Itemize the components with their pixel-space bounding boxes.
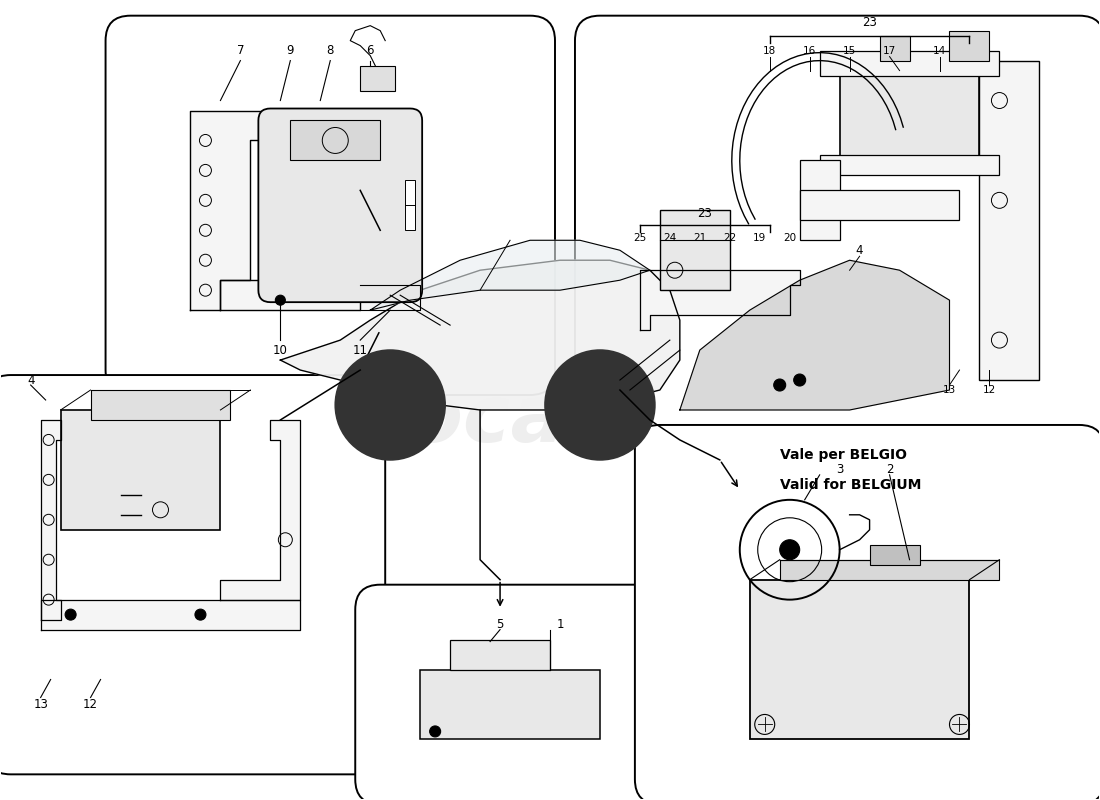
Text: eurocarparts: eurocarparts — [256, 381, 844, 459]
Text: 9: 9 — [287, 44, 294, 57]
Bar — [800, 190, 959, 220]
Bar — [839, 70, 979, 161]
Text: 23: 23 — [862, 16, 877, 29]
Bar — [800, 161, 839, 240]
FancyBboxPatch shape — [355, 585, 674, 800]
Polygon shape — [640, 270, 800, 330]
Text: a passion for parts since 1996: a passion for parts since 1996 — [415, 582, 745, 658]
Circle shape — [430, 726, 441, 737]
Text: 12: 12 — [84, 698, 98, 711]
Bar — [820, 155, 1000, 175]
Text: 14: 14 — [933, 46, 946, 56]
Text: 1: 1 — [557, 618, 563, 631]
Text: 2: 2 — [886, 463, 893, 476]
Text: 19: 19 — [754, 234, 767, 243]
Text: 25: 25 — [634, 234, 647, 243]
FancyBboxPatch shape — [635, 425, 1100, 800]
FancyBboxPatch shape — [0, 375, 385, 774]
Bar — [820, 50, 1000, 75]
Polygon shape — [220, 420, 300, 600]
Text: Valid for BELGIUM: Valid for BELGIUM — [780, 478, 921, 492]
Polygon shape — [371, 240, 650, 310]
Bar — [90, 390, 230, 420]
Bar — [450, 639, 550, 670]
Text: 4: 4 — [26, 374, 34, 386]
Circle shape — [780, 540, 800, 560]
Text: 4: 4 — [856, 244, 864, 257]
Text: 8: 8 — [327, 44, 334, 57]
Text: 17: 17 — [883, 46, 896, 56]
Text: 11: 11 — [353, 343, 367, 357]
Text: 15: 15 — [843, 46, 856, 56]
Bar — [979, 61, 1040, 380]
Text: 3: 3 — [836, 463, 844, 476]
Bar — [949, 30, 989, 61]
Bar — [290, 121, 381, 161]
Polygon shape — [220, 280, 360, 310]
Bar — [870, 545, 920, 565]
FancyBboxPatch shape — [575, 16, 1100, 445]
Circle shape — [336, 350, 446, 460]
Polygon shape — [190, 110, 271, 310]
Text: 12: 12 — [982, 385, 997, 395]
Text: 13: 13 — [943, 385, 956, 395]
Circle shape — [65, 609, 76, 620]
Polygon shape — [41, 600, 300, 630]
Text: 18: 18 — [763, 46, 777, 56]
Circle shape — [195, 609, 206, 620]
Polygon shape — [680, 260, 949, 410]
Text: Vale per BELGIO: Vale per BELGIO — [780, 448, 906, 462]
Circle shape — [275, 295, 285, 305]
FancyBboxPatch shape — [258, 109, 422, 302]
Bar — [880, 36, 910, 61]
Bar — [780, 560, 1000, 580]
Text: 21: 21 — [693, 234, 706, 243]
Text: 5: 5 — [496, 618, 504, 631]
Text: 7: 7 — [236, 44, 244, 57]
Bar — [750, 580, 969, 739]
Bar — [405, 180, 415, 230]
Text: 13: 13 — [33, 698, 48, 711]
Text: 6: 6 — [366, 44, 374, 57]
FancyBboxPatch shape — [106, 16, 556, 395]
Circle shape — [794, 374, 805, 386]
Bar — [60, 410, 220, 530]
Text: 16: 16 — [803, 46, 816, 56]
Text: 22: 22 — [723, 234, 736, 243]
Polygon shape — [280, 260, 680, 410]
Polygon shape — [41, 420, 60, 620]
Text: 20: 20 — [783, 234, 796, 243]
Bar — [420, 670, 600, 739]
Circle shape — [544, 350, 654, 460]
Bar — [660, 210, 729, 290]
Text: 24: 24 — [663, 234, 676, 243]
Polygon shape — [360, 285, 420, 310]
Circle shape — [773, 379, 785, 391]
Text: 10: 10 — [273, 343, 288, 357]
Bar — [360, 66, 395, 90]
Text: 23: 23 — [697, 207, 712, 220]
